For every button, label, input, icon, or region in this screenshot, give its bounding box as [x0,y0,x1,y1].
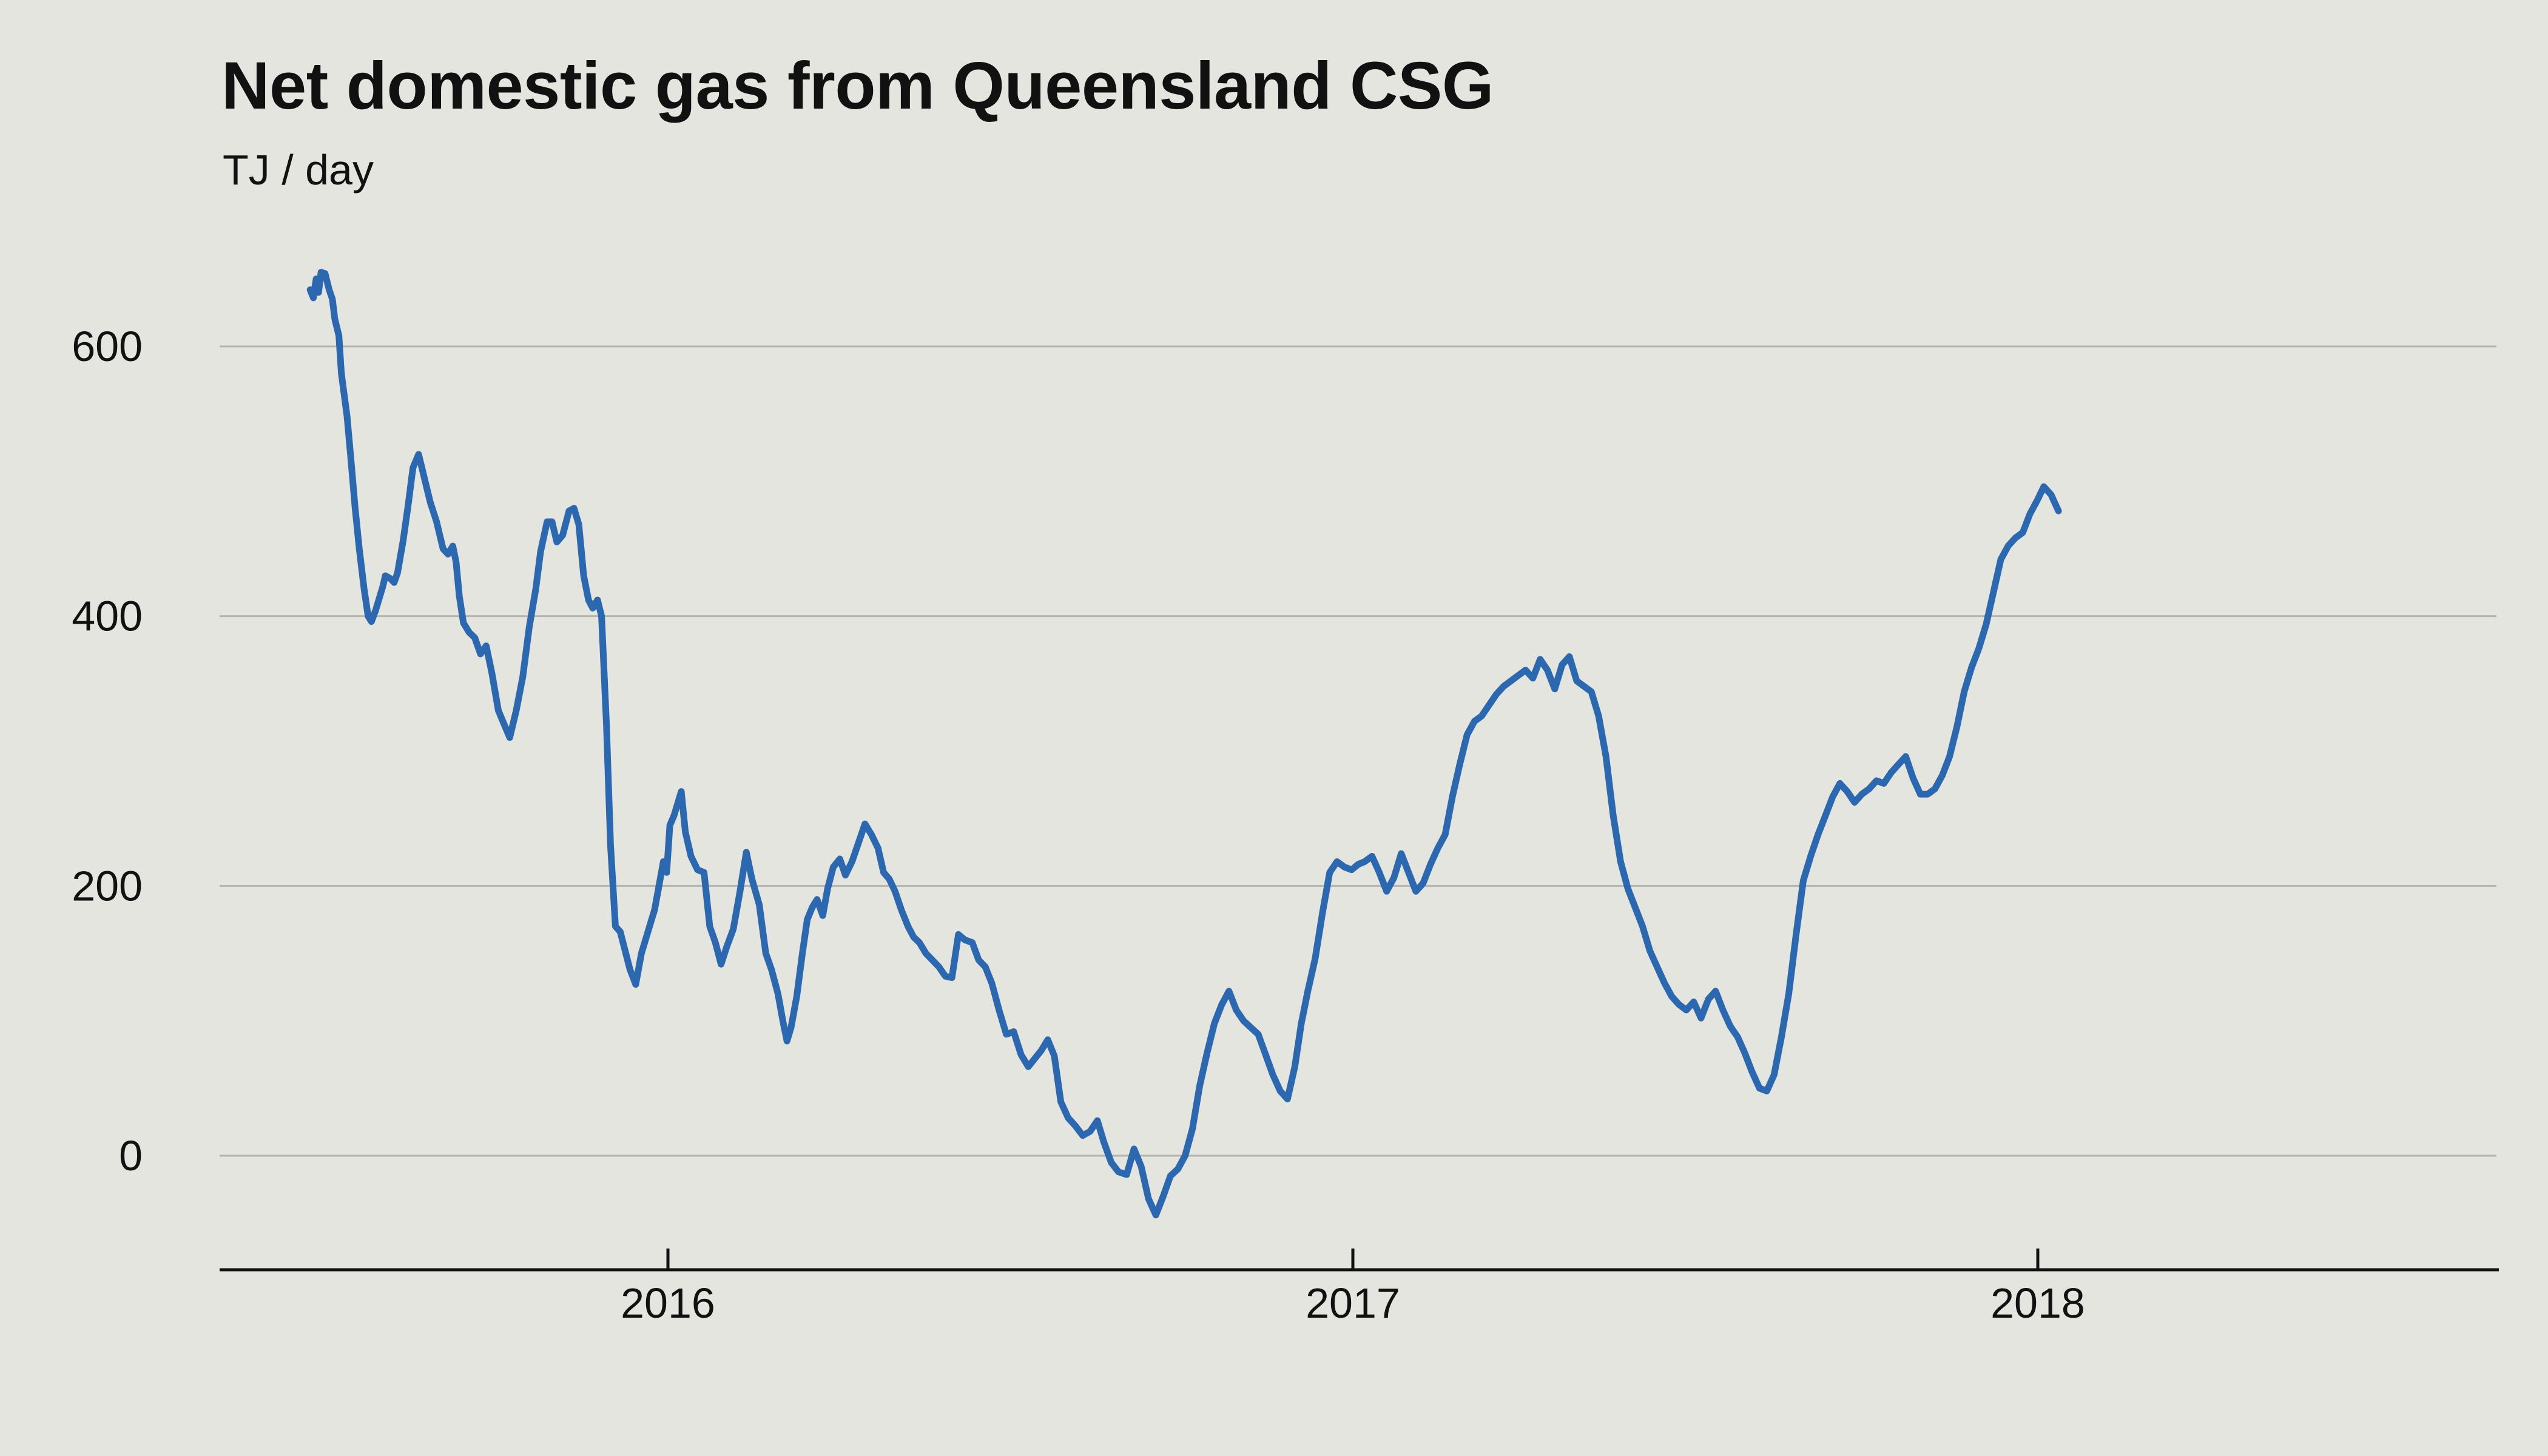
x-axis: 2016 2017 2018 [220,1249,2499,1327]
y-axis: 0 200 400 600 [72,323,143,1179]
series-layer [306,269,2062,1219]
y-tick-label: 200 [72,862,143,909]
chart-subtitle: TJ / day [223,146,374,194]
gridlines [220,345,2496,1157]
x-tick-label: 2018 [1990,1279,2085,1327]
x-tick-label: 2016 [621,1279,715,1327]
y-tick-label: 600 [72,323,143,370]
y-tick-label: 400 [72,593,143,640]
series-line-net-domestic-gas [306,269,2062,1219]
y-tick-label: 0 [119,1132,143,1179]
chart-title: Net domestic gas from Queensland CSG [221,49,1494,123]
x-tick-label: 2017 [1306,1279,1400,1327]
